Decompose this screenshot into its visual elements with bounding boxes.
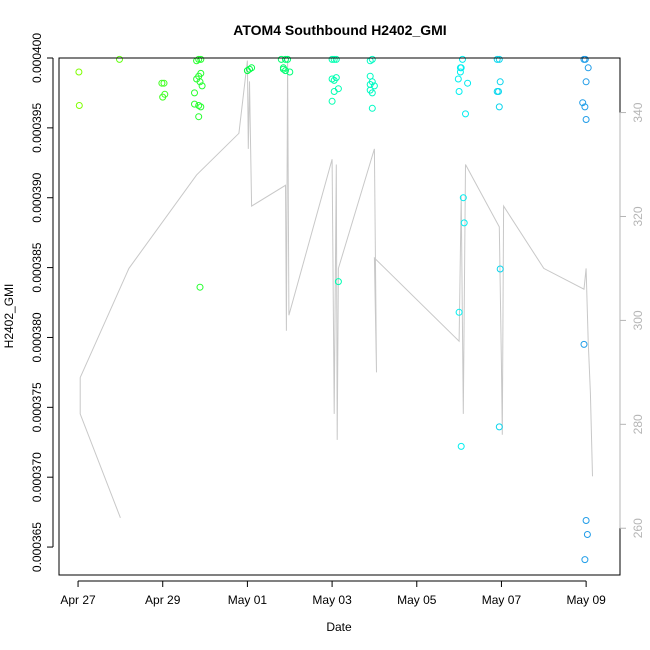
data-point xyxy=(581,103,589,111)
data-point xyxy=(191,100,198,108)
data-point xyxy=(583,531,591,538)
data-point xyxy=(368,55,376,63)
data-point xyxy=(457,442,465,450)
data-point xyxy=(328,97,336,105)
data-point xyxy=(368,104,376,112)
y2-tick-label: 340 xyxy=(631,102,645,122)
data-point xyxy=(197,69,205,77)
y2-tick-label: 320 xyxy=(631,206,645,226)
data-point xyxy=(495,55,503,63)
data-point xyxy=(582,517,590,524)
data-point xyxy=(197,55,205,63)
data-point xyxy=(158,79,166,87)
y-axis-title: H2402_GMI xyxy=(2,284,16,349)
data-point xyxy=(464,79,472,87)
y-tick-label: 0.000400 xyxy=(30,33,44,83)
data-point xyxy=(454,75,462,83)
data-point xyxy=(456,64,464,72)
data-point xyxy=(368,89,376,97)
y-tick-label: 0.000380 xyxy=(30,312,44,362)
y-axis-right: 260 280 300 320 340 xyxy=(619,102,645,538)
x-tick-label: Apr 29 xyxy=(145,593,181,607)
y-tick-label: 0.000385 xyxy=(30,242,44,292)
data-point xyxy=(160,79,168,87)
data-point xyxy=(330,55,338,63)
y2-tick-label: 280 xyxy=(631,414,645,434)
data-point xyxy=(116,55,123,63)
secondary-series-line xyxy=(79,60,593,518)
data-point xyxy=(282,55,289,63)
data-point xyxy=(455,88,463,95)
y-tick-label: 0.000395 xyxy=(30,103,44,153)
x-axis: Apr 27 Apr 29 May 01 May 03 May 05 May 07 May … xyxy=(60,580,606,607)
data-point xyxy=(196,283,204,291)
data-point xyxy=(191,89,198,97)
data-point xyxy=(460,219,468,227)
data-point xyxy=(75,102,83,109)
data-point xyxy=(582,78,590,86)
data-point xyxy=(581,556,589,564)
x-tick-label: May 01 xyxy=(228,593,268,607)
y-tick-label: 0.000390 xyxy=(30,172,44,222)
y2-tick-label: 300 xyxy=(631,310,645,330)
secondary-series xyxy=(79,60,593,518)
x-tick-label: May 03 xyxy=(312,593,352,607)
data-point xyxy=(195,113,203,121)
y-axis: 0.000365 0.000370 0.000375 0.000380 0.000385… xyxy=(30,33,54,572)
data-point xyxy=(580,340,588,348)
data-point xyxy=(462,110,469,118)
x-tick-label: May 07 xyxy=(482,593,522,607)
x-tick-label: Apr 27 xyxy=(60,593,96,607)
data-point xyxy=(284,55,292,63)
data-point xyxy=(248,64,256,72)
data-point xyxy=(282,67,289,75)
data-point xyxy=(579,99,587,107)
data-point xyxy=(195,55,203,63)
data-point xyxy=(197,103,205,111)
chart-title: ATOM4 Southbound H2402_GMI xyxy=(233,22,446,38)
data-point xyxy=(286,68,294,76)
x-axis-title: Date xyxy=(326,620,352,634)
data-point xyxy=(496,78,504,86)
data-point xyxy=(495,88,502,95)
data-point xyxy=(581,55,589,63)
x-tick-label: May 05 xyxy=(397,593,437,607)
data-point xyxy=(496,265,504,273)
y-tick-label: 0.000370 xyxy=(30,452,44,502)
y-tick-label: 0.000365 xyxy=(30,522,44,572)
data-point xyxy=(328,55,336,63)
data-point xyxy=(455,308,463,316)
data-point xyxy=(495,423,503,431)
data-point xyxy=(582,116,590,123)
x-tick-label: May 09 xyxy=(566,593,606,607)
data-point xyxy=(330,88,338,95)
y-tick-label: 0.000375 xyxy=(30,382,44,432)
data-point xyxy=(334,278,342,286)
data-point xyxy=(332,55,340,63)
data-point xyxy=(75,68,83,76)
data-point xyxy=(459,194,467,202)
data-point xyxy=(459,55,466,63)
data-point xyxy=(584,64,592,72)
data-point xyxy=(196,78,204,86)
data-point xyxy=(332,74,340,82)
data-point xyxy=(456,68,464,76)
data-point xyxy=(161,90,169,98)
data-point xyxy=(495,103,503,111)
data-point xyxy=(493,55,501,63)
y2-tick-label: 260 xyxy=(631,518,645,538)
data-point xyxy=(370,82,378,90)
data-point xyxy=(198,82,206,90)
